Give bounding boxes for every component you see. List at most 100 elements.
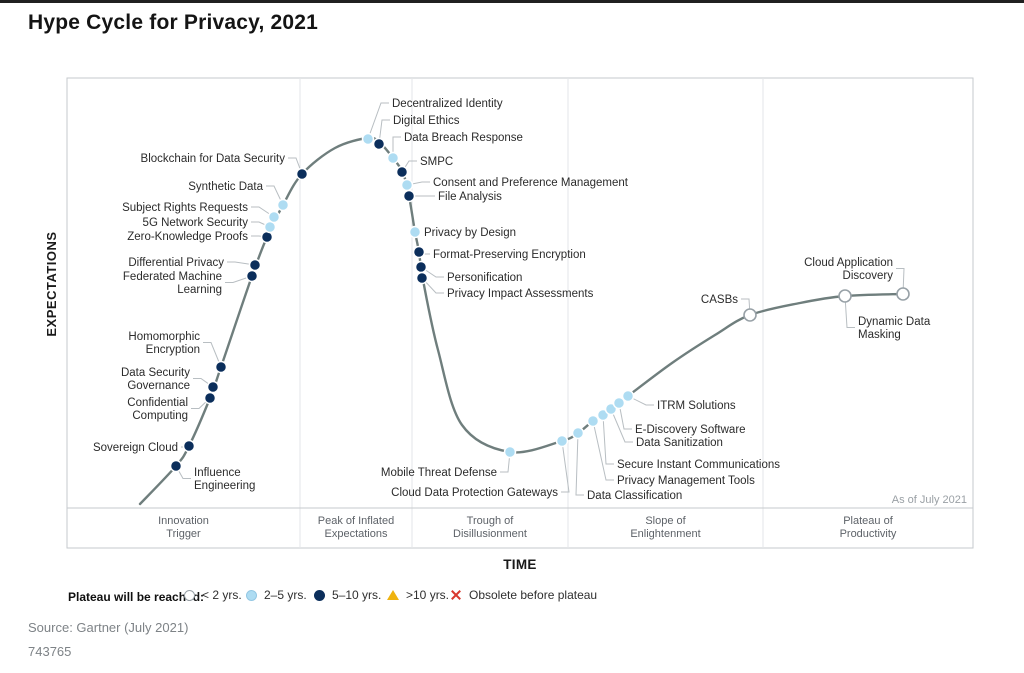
legend-item-5-10-yrs: 5–10 yrs. — [314, 588, 381, 602]
point-dot-smpc — [395, 165, 409, 179]
point-dot-personification — [414, 260, 428, 274]
point-dot-decentralized-identity — [361, 132, 375, 146]
hype-cycle-plot: Influence Engineering Sovereign Cloud Confi… — [66, 77, 974, 549]
point-dot-homomorphic-encryption — [214, 360, 228, 374]
phase-label-slope-of-enlightenment: Slope of Enlightenment — [630, 515, 701, 540]
legend-item-label: >10 yrs. — [406, 588, 450, 602]
leader-decentralized-identity — [367, 102, 389, 140]
point-label-zero-knowledge-proofs: Zero-Knowledge Proofs — [127, 231, 248, 243]
point-label-sovereign-cloud: Sovereign Cloud — [93, 442, 178, 454]
point-dot-mobile-threat-defense — [503, 445, 517, 459]
leader-privacy-impact-assessments — [421, 277, 444, 294]
phase-label-plateau-of-productivity: Plateau of Productivity — [839, 515, 897, 540]
point-label-dynamic-data-masking: Dynamic Data Masking — [858, 316, 931, 341]
point-dot-itrm-solutions — [621, 389, 635, 403]
point-dot-subject-rights-requests — [267, 210, 281, 224]
plot-border — [66, 77, 974, 549]
legend-item-obsolete-before-plateau: Obsolete before plateau — [450, 588, 597, 602]
leader-itrm-solutions — [627, 395, 654, 406]
point-dot-influence-engineering — [169, 459, 183, 473]
legend-y5-10-icon — [314, 589, 325, 601]
leader-federated-machine-learning — [225, 275, 253, 283]
point-label-file-analysis: File Analysis — [438, 191, 502, 203]
as-of-date-label: As of July 2021 — [891, 494, 967, 506]
legend-item-label: Obsolete before plateau — [469, 588, 598, 602]
point-dot-e-discovery-software — [612, 396, 626, 410]
chart-title: Hype Cycle for Privacy, 2021 — [28, 11, 319, 34]
leader-data-sanitization — [610, 408, 633, 443]
point-dot-privacy-by-design — [408, 225, 422, 239]
legend-item-label: 2–5 yrs. — [264, 588, 307, 602]
phase-label-peak-of-inflated-expectations: Peak of Inflated Expectations — [317, 515, 395, 540]
point-label-data-sanitization: Data Sanitization — [636, 437, 723, 449]
point-dot-synthetic-data — [276, 198, 290, 212]
point-label-5g-network-security: 5G Network Security — [143, 217, 249, 229]
leader-homomorphic-encryption — [203, 342, 222, 368]
point-label-data-security-governance: Data Security Governance — [121, 367, 190, 392]
point-label-privacy-impact-assessments: Privacy Impact Assessments — [447, 288, 594, 300]
point-dot-format-preserving-encryption — [412, 245, 426, 259]
point-dot-digital-ethics — [372, 137, 386, 151]
point-label-e-discovery-software: E-Discovery Software — [635, 424, 746, 436]
point-label-decentralized-identity: Decentralized Identity — [392, 98, 503, 110]
leader-synthetic-data — [266, 185, 284, 206]
legend-item-label: < 2 yrs. — [202, 588, 242, 602]
point-dot-privacy-impact-assessments — [415, 271, 429, 285]
point-dot-privacy-management-tools — [586, 414, 600, 428]
point-label-subject-rights-requests: Subject Rights Requests — [122, 202, 248, 214]
leader-secure-instant-communications — [602, 414, 614, 465]
point-dot-sovereign-cloud — [182, 439, 196, 453]
point-label-personification: Personification — [447, 272, 522, 284]
point-dot-consent-and-preference-management — [400, 178, 414, 192]
point-label-synthetic-data: Synthetic Data — [188, 181, 263, 193]
phase-label-innovation-trigger: Innovation Trigger — [158, 515, 209, 540]
x-axis-label: TIME — [503, 557, 537, 572]
legend-lt2-icon — [184, 589, 195, 601]
point-dot-dynamic-data-masking — [838, 289, 852, 303]
leader-e-discovery-software — [618, 402, 632, 430]
point-label-smpc: SMPC — [420, 156, 453, 168]
point-dot-file-analysis — [402, 189, 416, 203]
point-label-differential-privacy: Differential Privacy — [128, 257, 224, 269]
point-dot-data-security-governance — [206, 380, 220, 394]
leader-dynamic-data-masking — [844, 295, 855, 328]
point-label-federated-machine-learning: Federated Machine Learning — [123, 271, 222, 296]
point-dot-cloud-application-discovery — [896, 287, 910, 301]
leader-data-classification — [575, 432, 584, 496]
point-label-confidential-computing: Confidential Computing — [127, 397, 188, 422]
point-label-data-breach-response: Data Breach Response — [404, 132, 523, 144]
y-axis-label: EXPECTATIONS — [44, 231, 59, 337]
point-label-data-classification: Data Classification — [587, 490, 682, 502]
point-dot-cloud-data-protection-gateways — [555, 434, 569, 448]
point-label-secure-instant-communications: Secure Instant Communications — [617, 459, 780, 471]
point-label-cloud-data-protection-gateways: Cloud Data Protection Gateways — [391, 487, 558, 499]
leader-differential-privacy — [227, 261, 256, 266]
point-label-casbs: CASBs — [701, 294, 738, 306]
point-label-format-preserving-encryption: Format-Preserving Encryption — [433, 249, 586, 261]
point-label-privacy-by-design: Privacy by Design — [424, 227, 516, 239]
document-number: 743765 — [28, 644, 72, 659]
leader-privacy-management-tools — [592, 420, 614, 481]
point-label-consent-and-preference-management: Consent and Preference Management — [433, 177, 629, 189]
legend-item-label: 5–10 yrs. — [332, 588, 382, 602]
leader-cloud-data-protection-gateways — [561, 440, 570, 493]
point-dot-data-breach-response — [386, 151, 400, 165]
leader-data-breach-response — [392, 136, 401, 158]
point-label-itrm-solutions: ITRM Solutions — [657, 400, 736, 412]
leader-cloud-application-discovery — [896, 268, 905, 295]
point-dot-casbs — [743, 308, 757, 322]
point-label-mobile-threat-defense: Mobile Threat Defense — [381, 467, 497, 479]
point-dot-differential-privacy — [248, 258, 262, 272]
leader-mobile-threat-defense — [500, 451, 511, 473]
source-text: Source: Gartner (July 2021) — [28, 620, 189, 635]
point-label-homomorphic-encryption: Homomorphic Encryption — [128, 331, 200, 356]
point-label-influence-engineering: Influence Engineering — [194, 467, 255, 492]
point-dot-confidential-computing — [203, 391, 217, 405]
point-label-digital-ethics: Digital Ethics — [393, 115, 460, 127]
point-label-privacy-management-tools: Privacy Management Tools — [617, 475, 755, 487]
legend-obsolete-icon — [450, 589, 462, 601]
legend-item-2-yrs: < 2 yrs. — [184, 588, 242, 602]
phase-label-trough-of-disillusionment: Trough of Disillusionment — [453, 515, 527, 540]
point-label-blockchain-for-data-security: Blockchain for Data Security — [141, 153, 286, 165]
